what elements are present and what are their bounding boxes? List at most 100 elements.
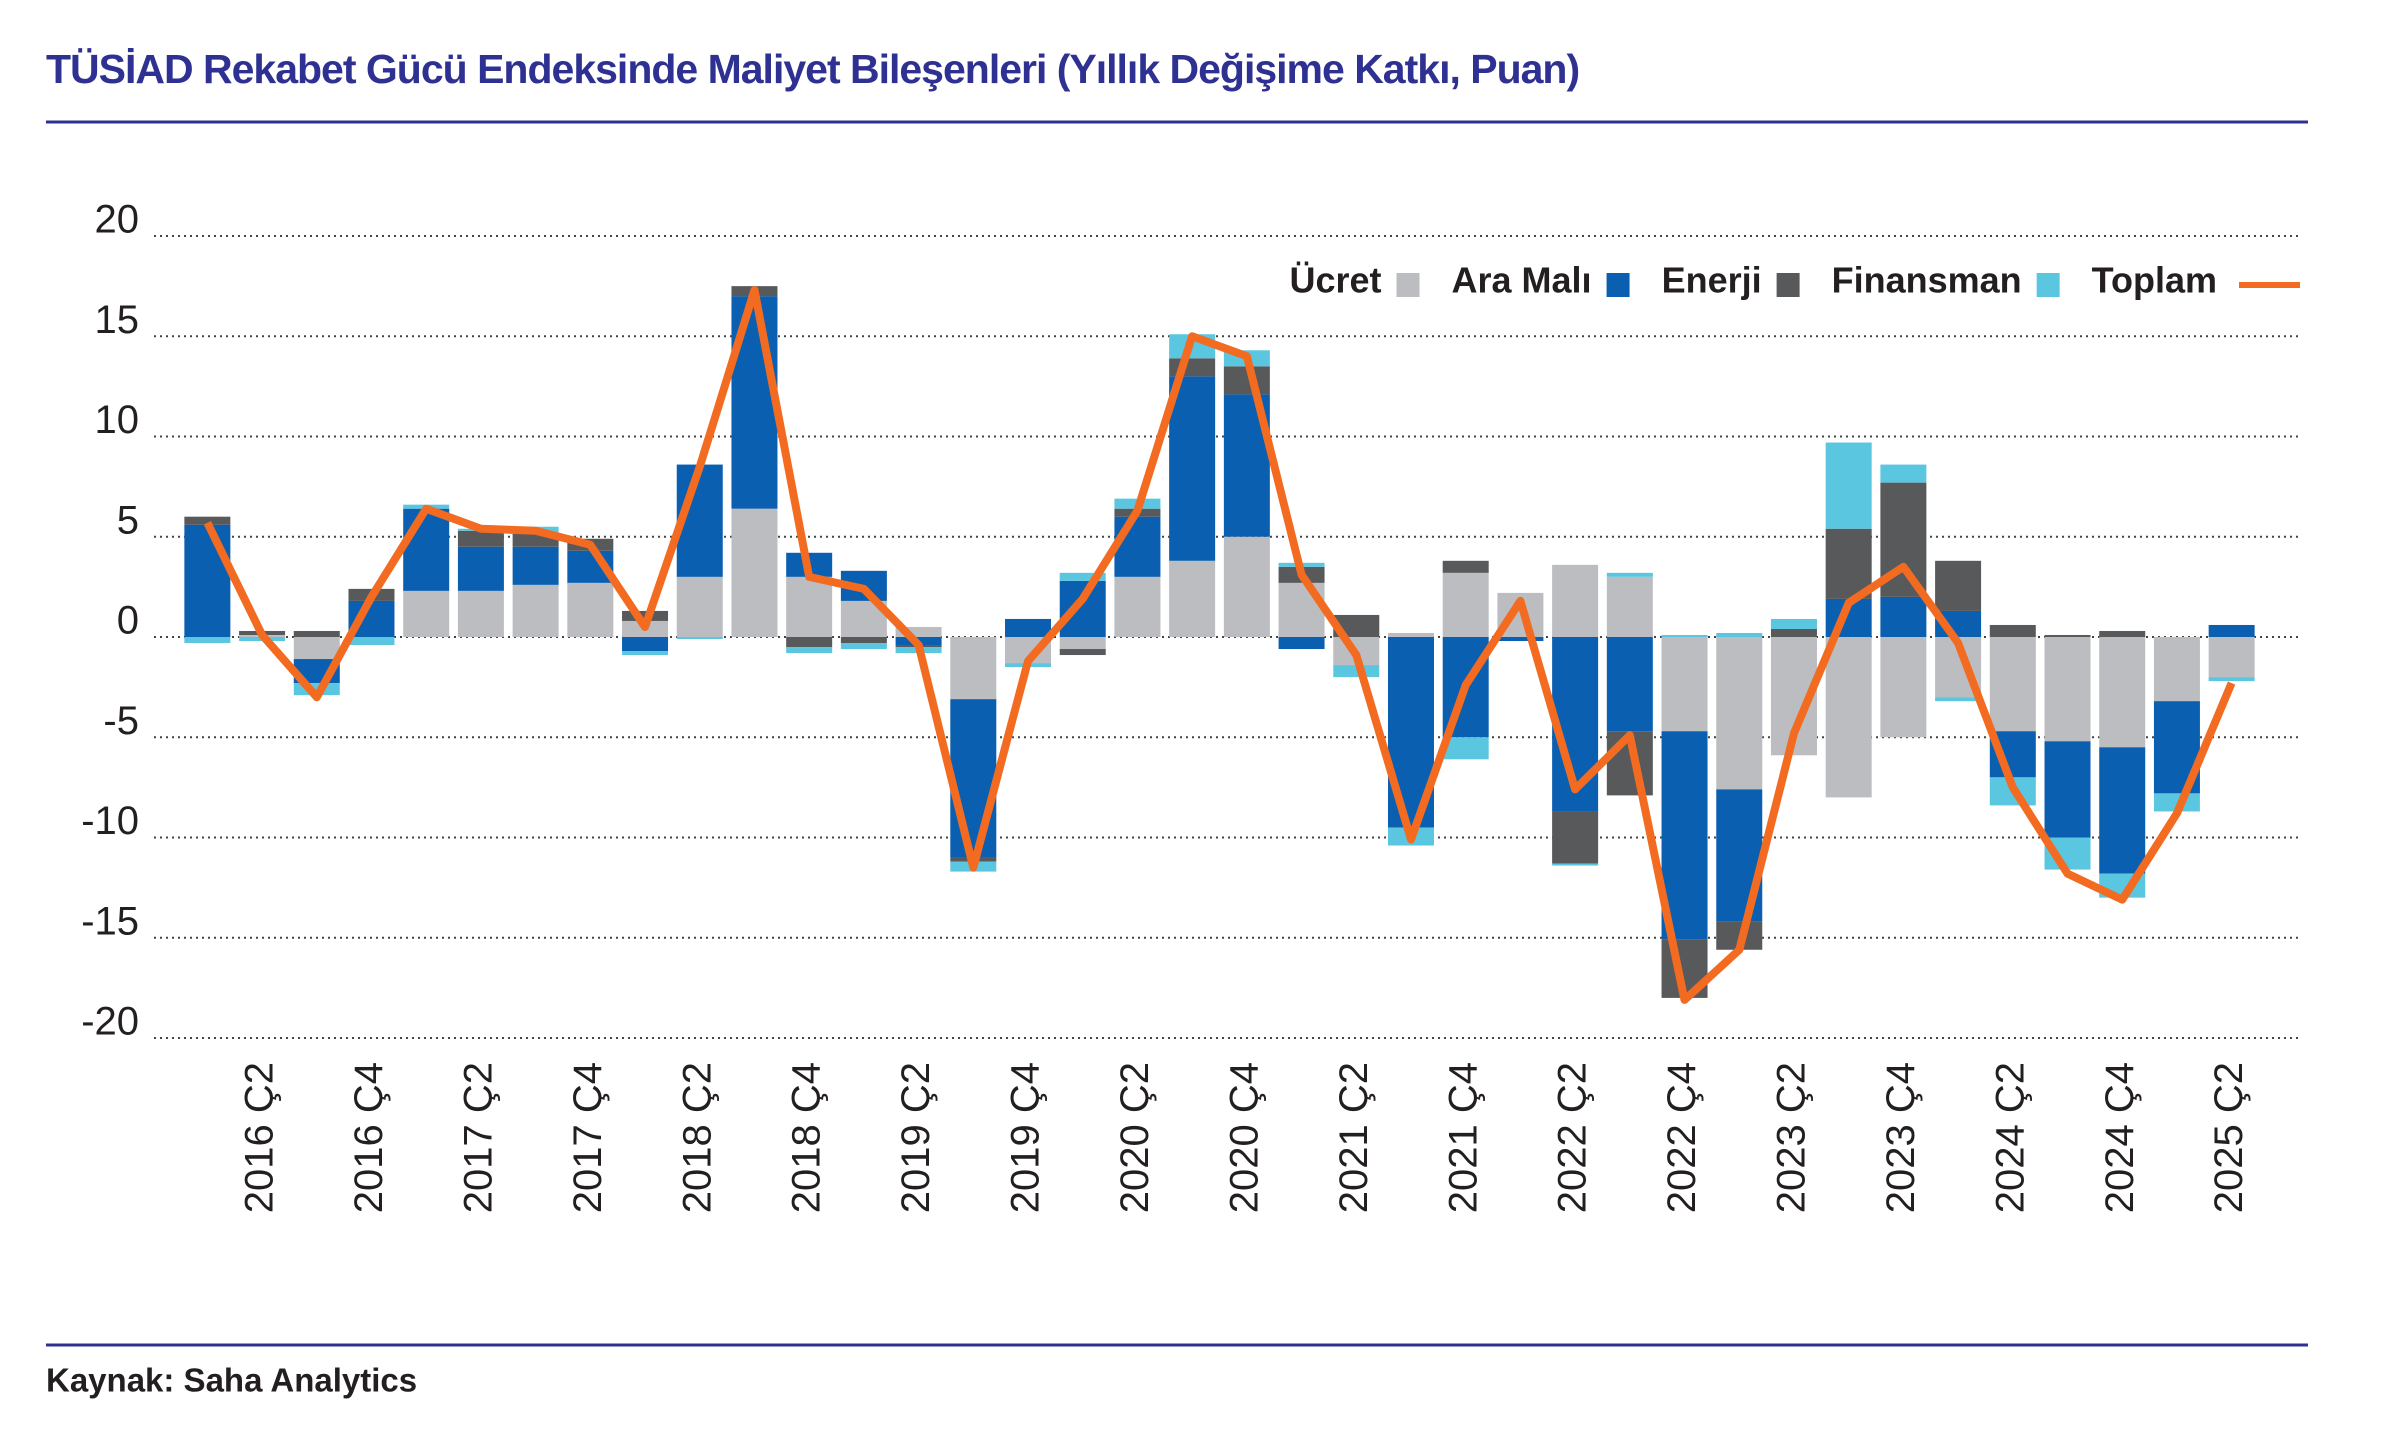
- bar-segment: [1770, 618, 1817, 629]
- bar-segment: [1114, 576, 1161, 637]
- bar-segment: [1716, 632, 1763, 637]
- bar-segment: [1989, 624, 2036, 637]
- x-tick-label: 2020 Ç4: [1222, 1062, 1266, 1213]
- bar-segment: [895, 626, 942, 637]
- x-tick-label: 2025 Ç2: [2207, 1062, 2251, 1213]
- legend-marker: [1606, 273, 1630, 297]
- bar-segment: [1059, 637, 1106, 650]
- bar-segment: [1552, 811, 1599, 864]
- bar-segment: [1387, 632, 1434, 637]
- y-tick-label: 5: [117, 498, 139, 542]
- x-tick-label: 2022 Ç2: [1551, 1062, 1595, 1213]
- y-tick-label: -20: [81, 1000, 139, 1044]
- bar-segment: [184, 524, 231, 637]
- bar-segment: [2153, 793, 2200, 812]
- bar-segment: [2044, 637, 2091, 742]
- bar-segment: [1169, 376, 1216, 561]
- x-tick-label: 2021 Ç2: [1332, 1062, 1376, 1213]
- y-tick-label: -5: [103, 699, 139, 743]
- x-tick-label: 2023 Ç2: [1770, 1062, 1814, 1213]
- x-tick-label: 2019 Ç4: [1004, 1062, 1048, 1213]
- bar-segment: [2153, 637, 2200, 702]
- bar-segment: [2099, 630, 2146, 637]
- bar-segment: [1825, 442, 1872, 529]
- bar-segment: [2099, 637, 2146, 748]
- bar-segment: [1005, 618, 1052, 637]
- bar-segment: [1278, 637, 1325, 650]
- bar-segment: [1880, 464, 1927, 483]
- bar-segment: [2208, 637, 2255, 678]
- bar-segment: [567, 582, 614, 637]
- bar-segment: [1935, 697, 1982, 702]
- x-tick-label: 2020 Ç2: [1113, 1062, 1157, 1213]
- x-tick-label: 2016 Ç4: [347, 1062, 391, 1213]
- bar-segment: [1114, 516, 1161, 577]
- line-series: [203, 286, 2236, 1004]
- x-tick-label: 2024 Ç4: [2098, 1062, 2142, 1213]
- x-tick-label: 2022 Ç4: [1660, 1062, 1704, 1213]
- bar-segment: [1989, 637, 2036, 732]
- y-tick-label: 10: [95, 398, 140, 442]
- bar-segment: [1278, 582, 1325, 637]
- bar-segment: [1552, 564, 1599, 637]
- y-tick-label: -15: [81, 899, 139, 943]
- bar-segment: [184, 516, 231, 525]
- bar-segment: [950, 637, 997, 700]
- bar-segment: [1497, 637, 1544, 642]
- legend-marker: [2036, 273, 2060, 297]
- bar-segment: [348, 637, 395, 646]
- y-tick-label: 20: [95, 198, 140, 242]
- bar-segment: [457, 590, 504, 637]
- bar-segment: [457, 546, 504, 591]
- bar-segment: [1059, 580, 1106, 637]
- bar-segment: [403, 508, 450, 591]
- bar-segment: [622, 651, 669, 656]
- x-tick-label: 2018 Ç4: [785, 1062, 829, 1213]
- source-note: Kaynak: Saha Analytics: [46, 1362, 417, 1399]
- legend-label: Finansman: [1832, 260, 2022, 301]
- bar-segment: [731, 508, 778, 637]
- bar-segment: [1333, 665, 1380, 678]
- y-tick-label: -10: [81, 799, 139, 843]
- bar-segment: [2208, 677, 2255, 682]
- bar-segment: [1770, 628, 1817, 637]
- bar-segment: [1716, 637, 1763, 790]
- bar-segment: [1442, 560, 1489, 573]
- bar-segment: [1059, 572, 1106, 581]
- bar-segment: [1442, 572, 1489, 637]
- legend-marker: [1776, 273, 1800, 297]
- bar-segment: [1880, 637, 1927, 738]
- legend-label: Ücret: [1289, 260, 1381, 301]
- bar-segment: [676, 637, 723, 640]
- bar-segment: [1661, 731, 1708, 940]
- bar-segment: [950, 699, 997, 858]
- bar-segment: [1552, 863, 1599, 866]
- bar-segment: [184, 637, 231, 644]
- x-tick-label: 2023 Ç4: [1879, 1062, 1923, 1213]
- bar-segment: [512, 584, 559, 637]
- x-tick-label: 2021 Ç4: [1441, 1062, 1485, 1213]
- bar-segment: [2208, 624, 2255, 637]
- x-tick-label: 2017 Ç4: [566, 1062, 610, 1213]
- bar-segment: [1223, 536, 1270, 637]
- bar-segment: [1169, 560, 1216, 637]
- x-tick-label: 2019 Ç2: [894, 1062, 938, 1213]
- bar-segment: [786, 647, 833, 654]
- bar-segment: [731, 296, 778, 509]
- bar-segment: [403, 590, 450, 637]
- x-tick-label: 2024 Ç2: [1988, 1062, 2032, 1213]
- y-tick-label: 15: [95, 298, 140, 342]
- bar-segment: [1606, 572, 1653, 577]
- chart-title: TÜSİAD Rekabet Gücü Endeksinde Maliyet B…: [46, 46, 1579, 92]
- bar-segment: [1661, 634, 1708, 637]
- bar-segment: [1606, 576, 1653, 637]
- bar-segment: [840, 643, 887, 650]
- bar-segment: [1606, 637, 1653, 732]
- bar-segment: [676, 576, 723, 637]
- bar-segment: [1880, 596, 1927, 637]
- bar-segment: [293, 637, 340, 660]
- bar-segment: [786, 637, 833, 648]
- bar-segment: [1661, 637, 1708, 732]
- y-tick-label: 0: [117, 599, 139, 643]
